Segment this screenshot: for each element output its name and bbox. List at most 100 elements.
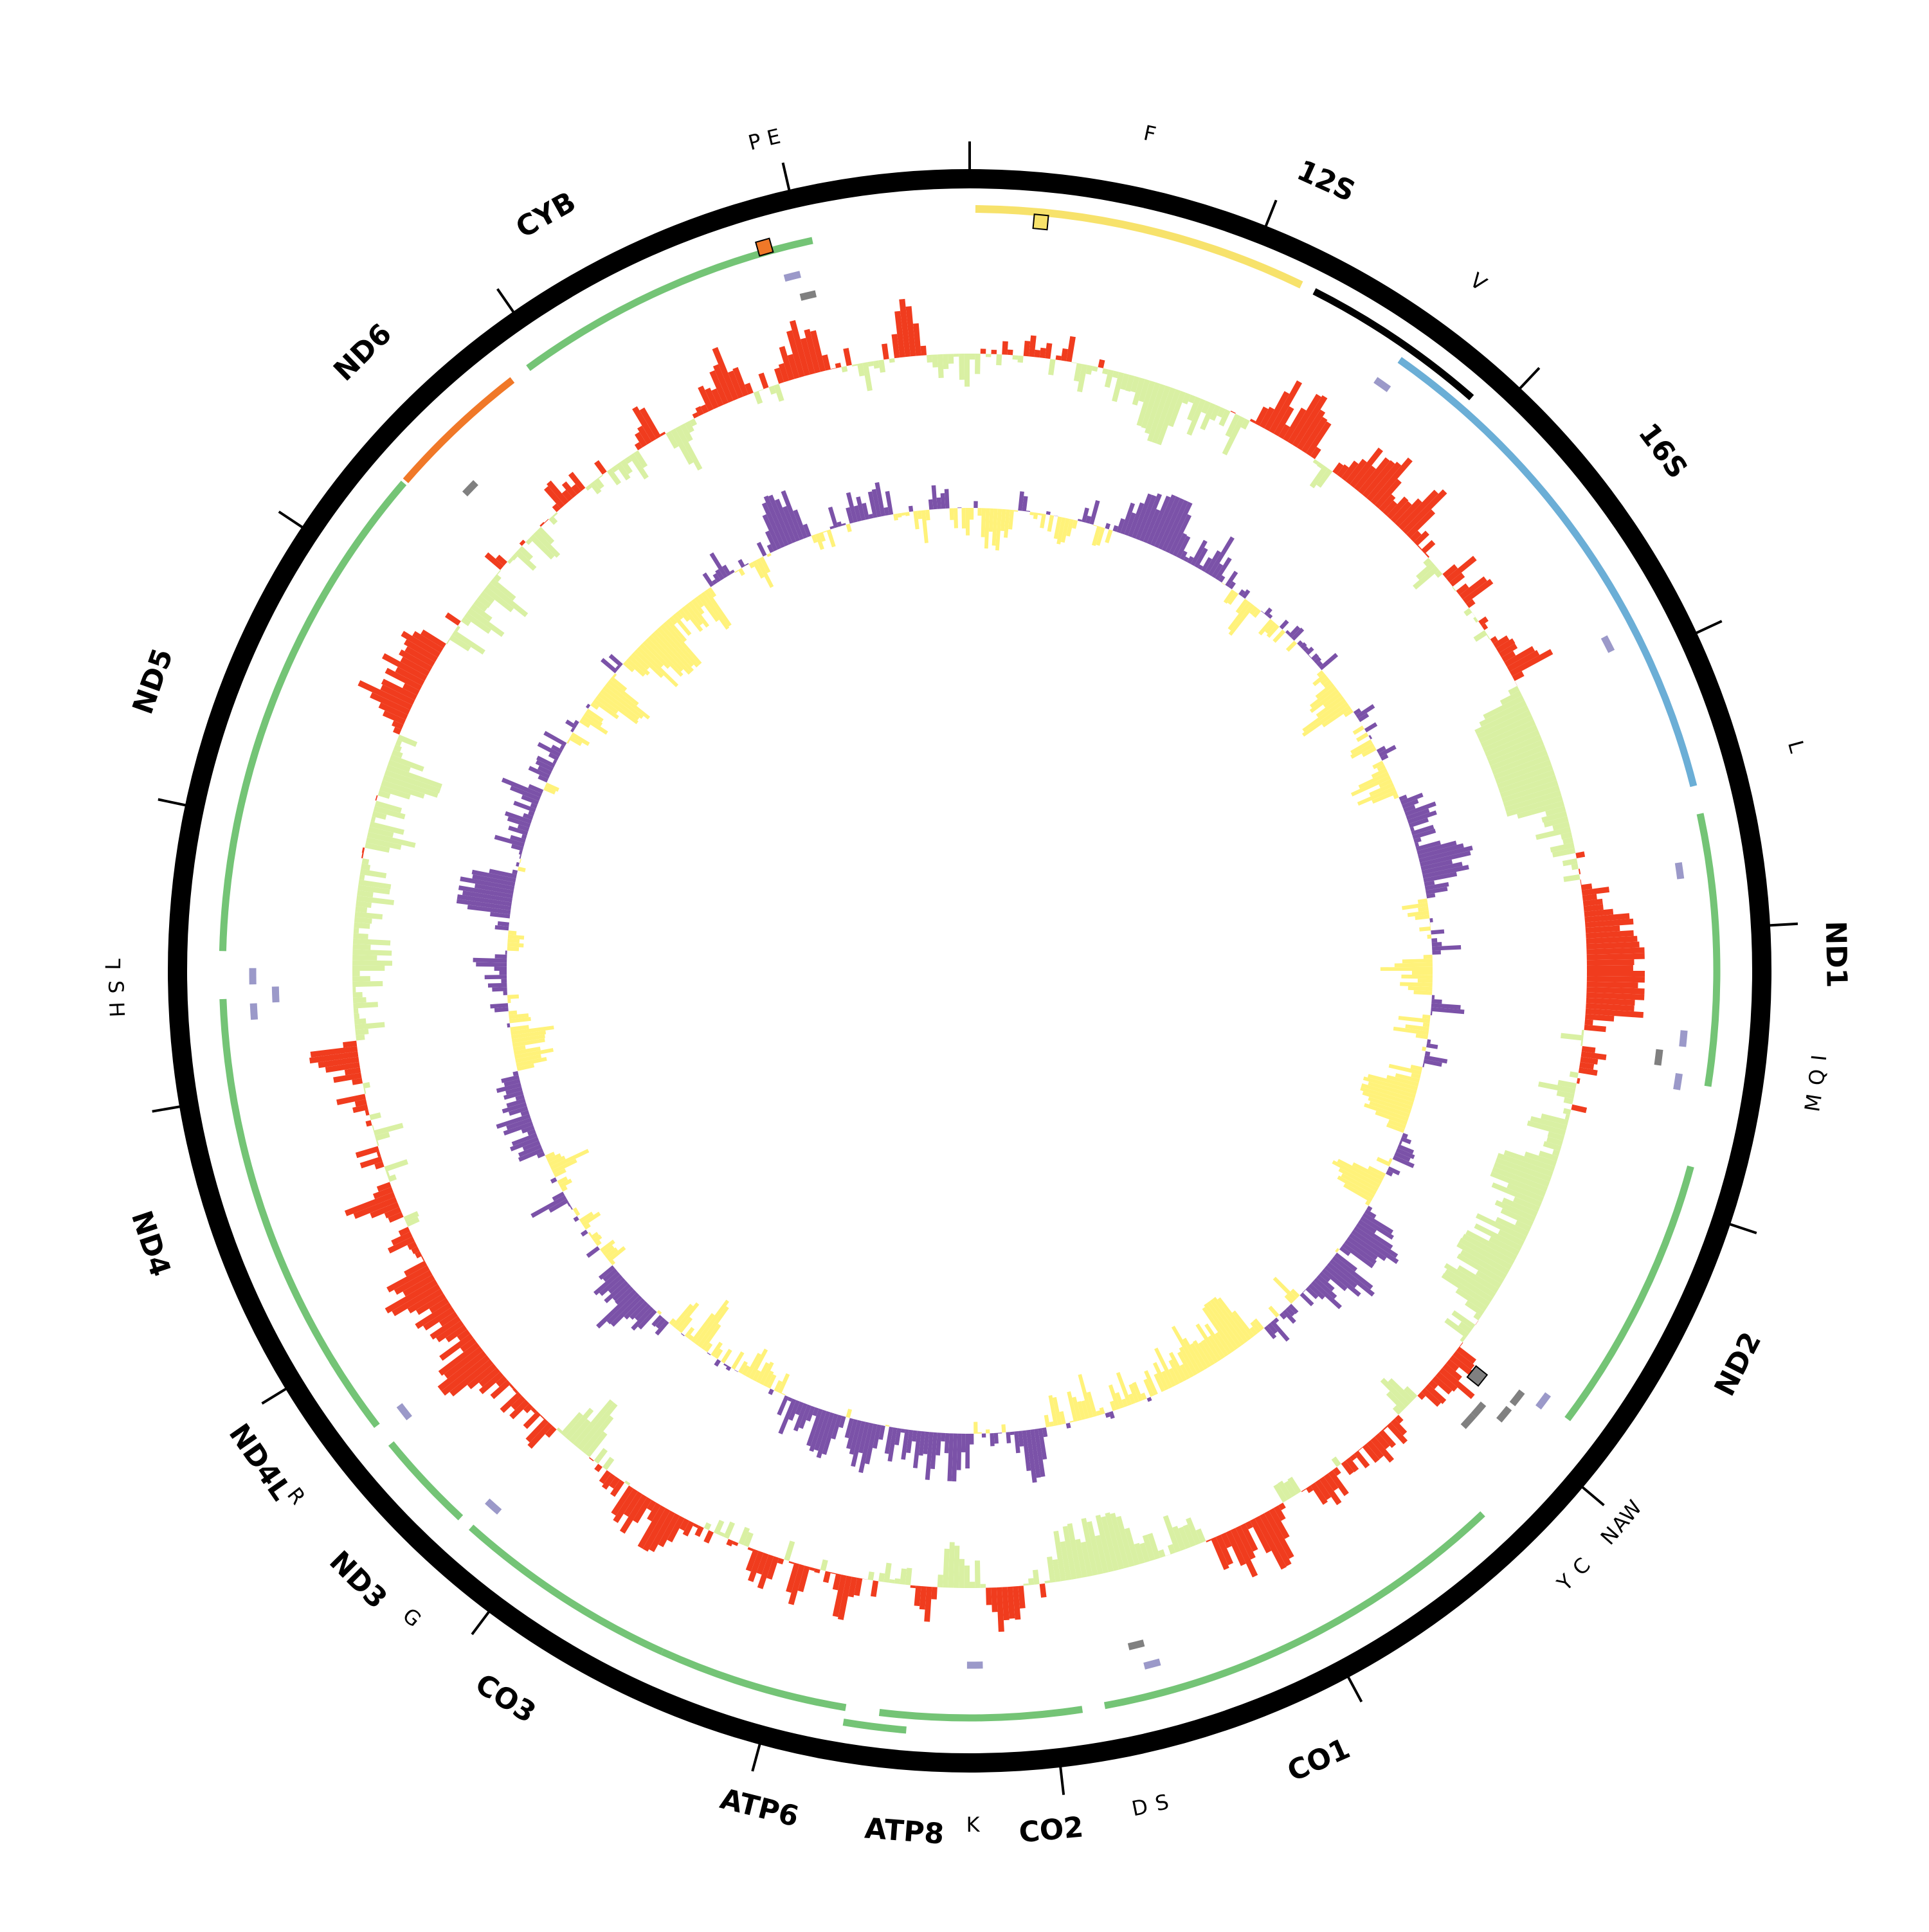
skew-segment bbox=[986, 1587, 992, 1605]
skew-segment bbox=[507, 1024, 510, 1028]
skew-segment bbox=[723, 1522, 735, 1539]
skew-segment bbox=[1381, 967, 1433, 971]
skew-segment bbox=[1432, 950, 1441, 955]
skew-segment bbox=[1432, 995, 1435, 1000]
trna-mark bbox=[253, 1004, 254, 1020]
skew-segment bbox=[982, 1434, 986, 1438]
skew-segment bbox=[975, 1560, 981, 1588]
skew-segment bbox=[1029, 512, 1034, 515]
skew-segment bbox=[852, 364, 858, 366]
skew-segment bbox=[366, 1120, 372, 1126]
skew-segment bbox=[1001, 1424, 1006, 1432]
trna-label-l: L bbox=[101, 959, 125, 970]
skew-segment bbox=[354, 928, 359, 934]
skew-segment bbox=[509, 1384, 514, 1389]
tick-mark bbox=[498, 289, 519, 320]
skew-segment bbox=[1580, 880, 1581, 885]
skew-segment bbox=[1565, 1114, 1570, 1121]
skew-segment bbox=[353, 933, 368, 939]
gene-label-nd6: ND6 bbox=[327, 318, 398, 388]
skew-segment bbox=[359, 874, 365, 880]
skew-segment bbox=[961, 508, 966, 528]
skew-segment bbox=[681, 1333, 685, 1336]
gene-label-atp8: ATP8 bbox=[864, 1812, 945, 1851]
skew-segment bbox=[1054, 516, 1058, 517]
skew-segment bbox=[352, 987, 356, 993]
skew-segment bbox=[1429, 923, 1430, 926]
skew-segment bbox=[1418, 979, 1433, 983]
skew-segment bbox=[823, 530, 827, 532]
skew-segment bbox=[501, 979, 507, 984]
skew-segment bbox=[862, 362, 873, 391]
skew-segment bbox=[352, 966, 385, 971]
trna-mark bbox=[1683, 1031, 1684, 1047]
feature-arc-control_region bbox=[975, 209, 1301, 285]
skew-segment bbox=[353, 992, 363, 998]
skew-segment bbox=[732, 1541, 739, 1546]
skew-segment bbox=[1071, 362, 1076, 363]
skew-segment bbox=[784, 1540, 795, 1561]
skew-segment bbox=[488, 983, 507, 988]
skew-segment bbox=[370, 1112, 381, 1120]
skew-segment bbox=[540, 1415, 545, 1420]
skew-segment bbox=[758, 372, 768, 389]
skew-segment bbox=[1427, 1039, 1431, 1043]
skew-segment bbox=[823, 1571, 831, 1583]
skew-segment bbox=[371, 817, 376, 823]
skew-segment bbox=[1231, 411, 1236, 414]
skew-segment bbox=[901, 512, 906, 516]
trna-label-f: F bbox=[1141, 120, 1158, 147]
skew-segment bbox=[937, 354, 944, 378]
skew-segment bbox=[581, 1230, 588, 1237]
skew-segment bbox=[1105, 529, 1112, 543]
skew-segment bbox=[1102, 368, 1109, 375]
gene-label-12s: 12S bbox=[1292, 154, 1360, 208]
skew-segment bbox=[361, 853, 364, 858]
skew-segment bbox=[978, 1432, 982, 1434]
skew-segment bbox=[970, 1582, 975, 1588]
skew-segment bbox=[977, 508, 981, 516]
skew-segment bbox=[704, 1522, 712, 1530]
skew-segment bbox=[1563, 1108, 1571, 1115]
trna-mark bbox=[1658, 1049, 1660, 1065]
skew-segment bbox=[842, 523, 846, 525]
trna-mark bbox=[1512, 1391, 1522, 1404]
skew-segment bbox=[365, 1110, 370, 1115]
feature-arc-cyb bbox=[528, 240, 812, 368]
skew-segment bbox=[909, 506, 913, 512]
skew-segment bbox=[552, 512, 557, 518]
skew-segment bbox=[885, 1425, 890, 1427]
skew-segment bbox=[757, 542, 767, 557]
skew-segment bbox=[362, 847, 365, 853]
skew-segment bbox=[530, 1195, 566, 1218]
skew-segment bbox=[550, 1177, 557, 1184]
skew-segment bbox=[789, 1561, 795, 1564]
skew-segment bbox=[476, 962, 507, 967]
skew-segment bbox=[1002, 341, 1008, 355]
skew-segment bbox=[539, 522, 545, 527]
skew-segment bbox=[1034, 350, 1040, 357]
skew-segment bbox=[1360, 722, 1363, 725]
skew-segment bbox=[1222, 582, 1226, 585]
skew-segment bbox=[910, 1585, 916, 1589]
feature-arc-nd1 bbox=[1700, 814, 1717, 1087]
trna-mark bbox=[1474, 1404, 1483, 1415]
skew-segment bbox=[598, 474, 603, 478]
skew-segment bbox=[1422, 1063, 1424, 1068]
skew-segment bbox=[1273, 1277, 1297, 1301]
skew-segment bbox=[937, 1575, 943, 1587]
skew-segment bbox=[507, 939, 520, 943]
skew-segment bbox=[519, 851, 523, 855]
trna-label-e: E bbox=[765, 124, 783, 151]
skew-segment bbox=[1427, 935, 1431, 939]
gene-label-nd3: ND3 bbox=[323, 1545, 394, 1616]
skew-segment bbox=[574, 1216, 579, 1222]
skew-segment bbox=[1422, 1015, 1431, 1019]
tick-mark bbox=[1575, 1481, 1604, 1505]
skew-segment bbox=[975, 354, 981, 374]
skew-segment bbox=[1515, 681, 1517, 686]
skew-segment bbox=[1356, 732, 1368, 742]
skew-segment bbox=[1431, 938, 1437, 943]
skew-segment bbox=[362, 858, 370, 865]
skew-segment bbox=[376, 795, 378, 801]
